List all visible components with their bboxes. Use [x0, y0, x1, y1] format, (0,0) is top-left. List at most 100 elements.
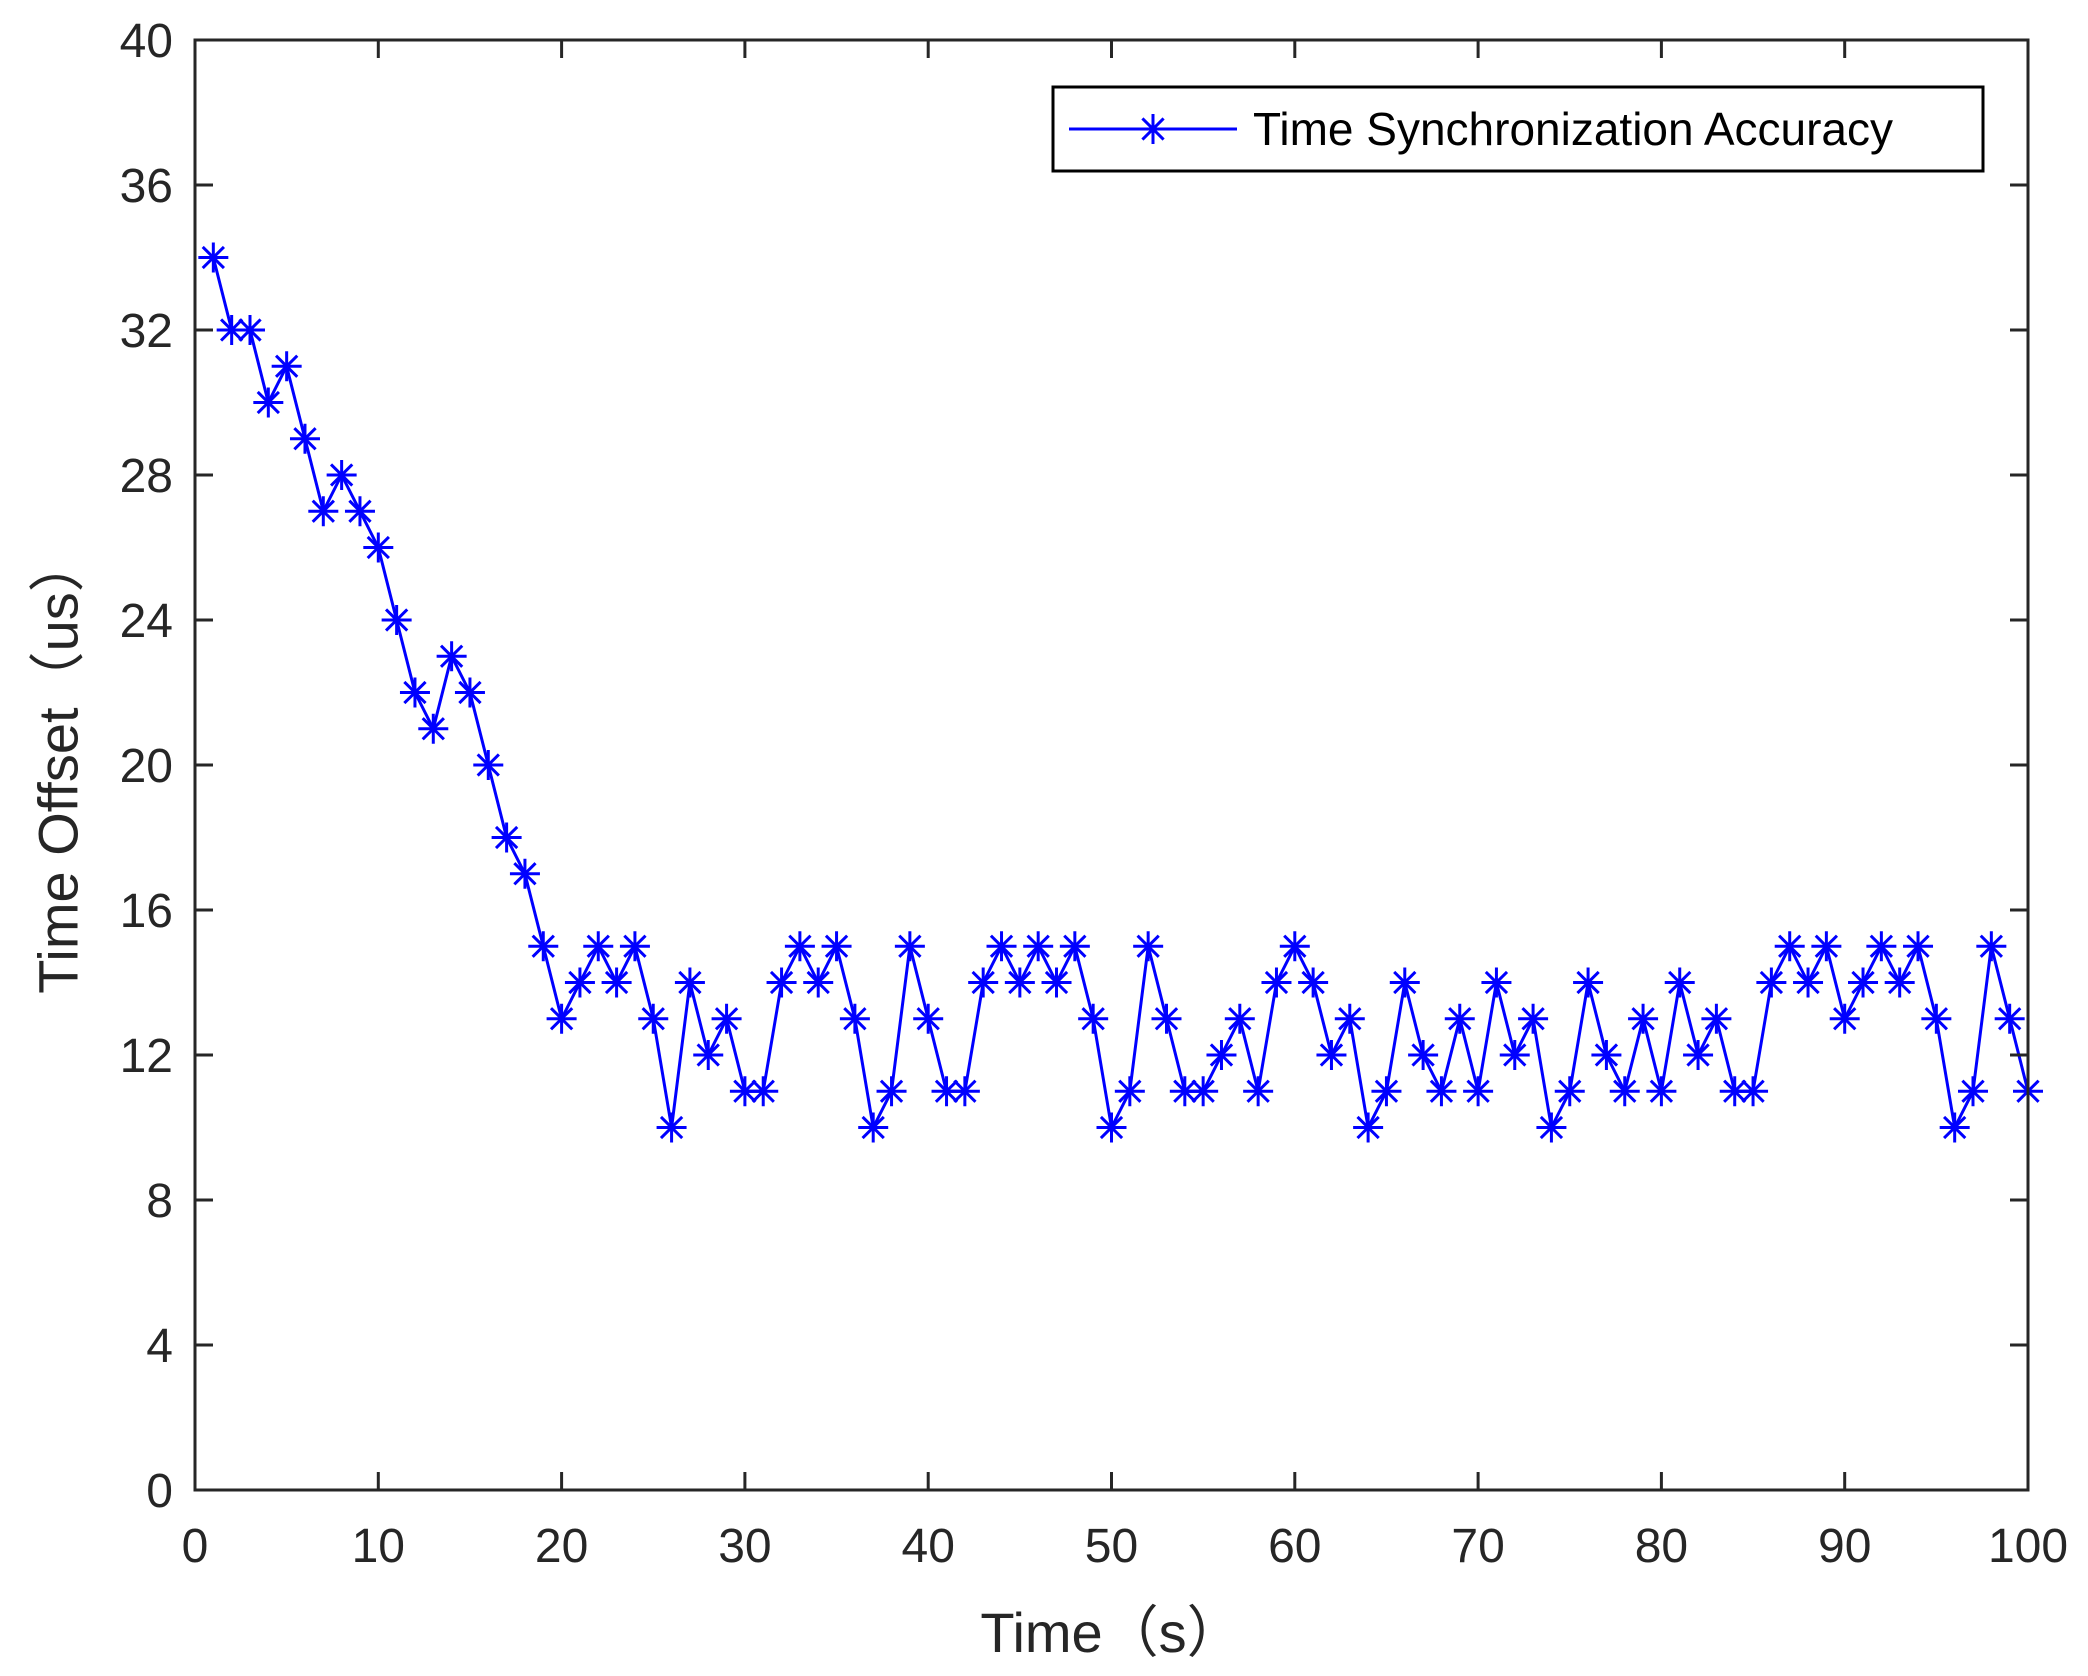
- data-point-marker: [949, 1076, 980, 1107]
- data-point-marker: [986, 931, 1017, 962]
- data-point-marker: [1188, 1076, 1219, 1107]
- data-point-marker: [1646, 1076, 1677, 1107]
- y-tick-label: 0: [146, 1465, 173, 1518]
- data-point-marker: [564, 967, 595, 998]
- data-point-marker: [1628, 1003, 1659, 1034]
- data-point-marker: [1261, 967, 1292, 998]
- data-point-marker: [1738, 1076, 1769, 1107]
- data-point-marker: [1206, 1040, 1237, 1070]
- data-point-marker: [1939, 1112, 1970, 1143]
- x-tick-label: 10: [352, 1520, 405, 1573]
- data-point-marker: [271, 351, 302, 382]
- data-point-marker: [436, 641, 467, 672]
- x-tick-label: 90: [1818, 1520, 1871, 1573]
- data-point-marker: [1279, 931, 1310, 962]
- data-point-marker: [1334, 1003, 1365, 1034]
- data-point-marker: [729, 1076, 760, 1107]
- data-point-marker: [1408, 1040, 1439, 1070]
- data-point-marker: [326, 460, 357, 490]
- axes: 0 10 20 30 40 50 60 70 80 90 100 0 4 8 12 16 20 24 28 32 36 4…: [120, 15, 2068, 1573]
- data-point-marker: [289, 423, 320, 454]
- y-tick-label: 32: [120, 305, 173, 358]
- data-point-marker: [1701, 1003, 1732, 1034]
- data-point-marker: [1316, 1040, 1347, 1070]
- legend-marker-asterisk-icon: [1138, 114, 1168, 144]
- data-point-marker: [454, 677, 485, 708]
- data-point-marker: [399, 677, 430, 708]
- data-point-marker: [1444, 1003, 1475, 1034]
- y-tick-label: 36: [120, 160, 173, 213]
- data-point-marker: [913, 1003, 944, 1034]
- data-point-marker: [638, 1003, 669, 1034]
- data-point-marker: [1243, 1076, 1274, 1107]
- legend: Time Synchronization Accuracy: [1051, 85, 1985, 173]
- data-point-marker: [619, 931, 650, 962]
- data-point-marker: [1573, 967, 1604, 998]
- data-point-marker: [1463, 1076, 1494, 1107]
- plot-area: [198, 242, 2043, 1143]
- data-point-marker: [766, 967, 797, 998]
- data-point-marker: [839, 1003, 870, 1034]
- data-point-marker: [1554, 1076, 1585, 1107]
- data-point-marker: [491, 822, 522, 853]
- data-point-marker: [968, 967, 999, 998]
- data-point-marker: [1976, 931, 2007, 962]
- data-point-marker: [528, 931, 559, 962]
- data-point-marker: [1499, 1040, 1530, 1070]
- data-point-marker: [1059, 931, 1090, 962]
- series-line-0: [211, 257, 2030, 1129]
- data-point-marker: [1004, 967, 1035, 998]
- y-tick-label: 28: [120, 450, 173, 503]
- data-point-marker: [693, 1040, 724, 1070]
- data-point-marker: [601, 967, 632, 998]
- y-tick-label: 24: [120, 595, 173, 648]
- data-point-marker: [1224, 1003, 1255, 1034]
- y-tick-label: 40: [120, 15, 173, 68]
- data-point-marker: [858, 1112, 889, 1143]
- data-point-marker: [1774, 931, 1805, 962]
- data-point-marker: [1958, 1076, 1989, 1107]
- data-point-marker: [1591, 1040, 1622, 1070]
- data-point-marker: [1096, 1112, 1127, 1143]
- data-point-marker: [1683, 1040, 1714, 1070]
- data-point-marker: [1371, 1076, 1402, 1107]
- data-point-marker: [1866, 931, 1897, 962]
- x-tick-label: 50: [1085, 1520, 1138, 1573]
- data-point-marker: [308, 496, 339, 527]
- y-axis-title: Time Offset（us）: [27, 536, 90, 993]
- data-point-marker: [1353, 1112, 1384, 1143]
- data-point-marker: [418, 713, 449, 744]
- x-tick-label: 0: [182, 1520, 209, 1573]
- data-point-marker: [1518, 1003, 1549, 1034]
- data-point-marker: [546, 1003, 577, 1034]
- data-point-marker: [1848, 967, 1879, 998]
- data-point-marker: [1536, 1112, 1567, 1143]
- data-point-marker: [1426, 1076, 1457, 1107]
- data-point-marker: [363, 532, 394, 563]
- data-point-marker: [1829, 1003, 1860, 1034]
- legend-label: Time Synchronization Accuracy: [1253, 103, 1893, 155]
- data-point-marker: [1664, 967, 1695, 998]
- data-point-marker: [509, 858, 540, 889]
- data-point-marker: [1884, 967, 1915, 998]
- data-point-marker: [1811, 931, 1842, 962]
- data-point-marker: [583, 931, 614, 962]
- data-point-marker: [784, 931, 815, 962]
- data-point-marker: [1903, 931, 1934, 962]
- y-tick-label: 16: [120, 885, 173, 938]
- legend-asterisk: [1138, 114, 1168, 144]
- data-point-marker: [711, 1003, 742, 1034]
- data-point-marker: [1078, 1003, 1109, 1034]
- data-point-marker: [803, 967, 834, 998]
- data-point-marker: [198, 242, 229, 273]
- x-tick-label: 40: [902, 1520, 955, 1573]
- data-point-marker: [748, 1076, 779, 1107]
- data-point-marker: [381, 605, 412, 635]
- data-point-marker: [1609, 1076, 1640, 1107]
- y-tick-label: 20: [120, 740, 173, 793]
- data-point-marker: [1793, 967, 1824, 998]
- data-point-marker: [1481, 967, 1512, 998]
- data-point-marker: [473, 750, 504, 780]
